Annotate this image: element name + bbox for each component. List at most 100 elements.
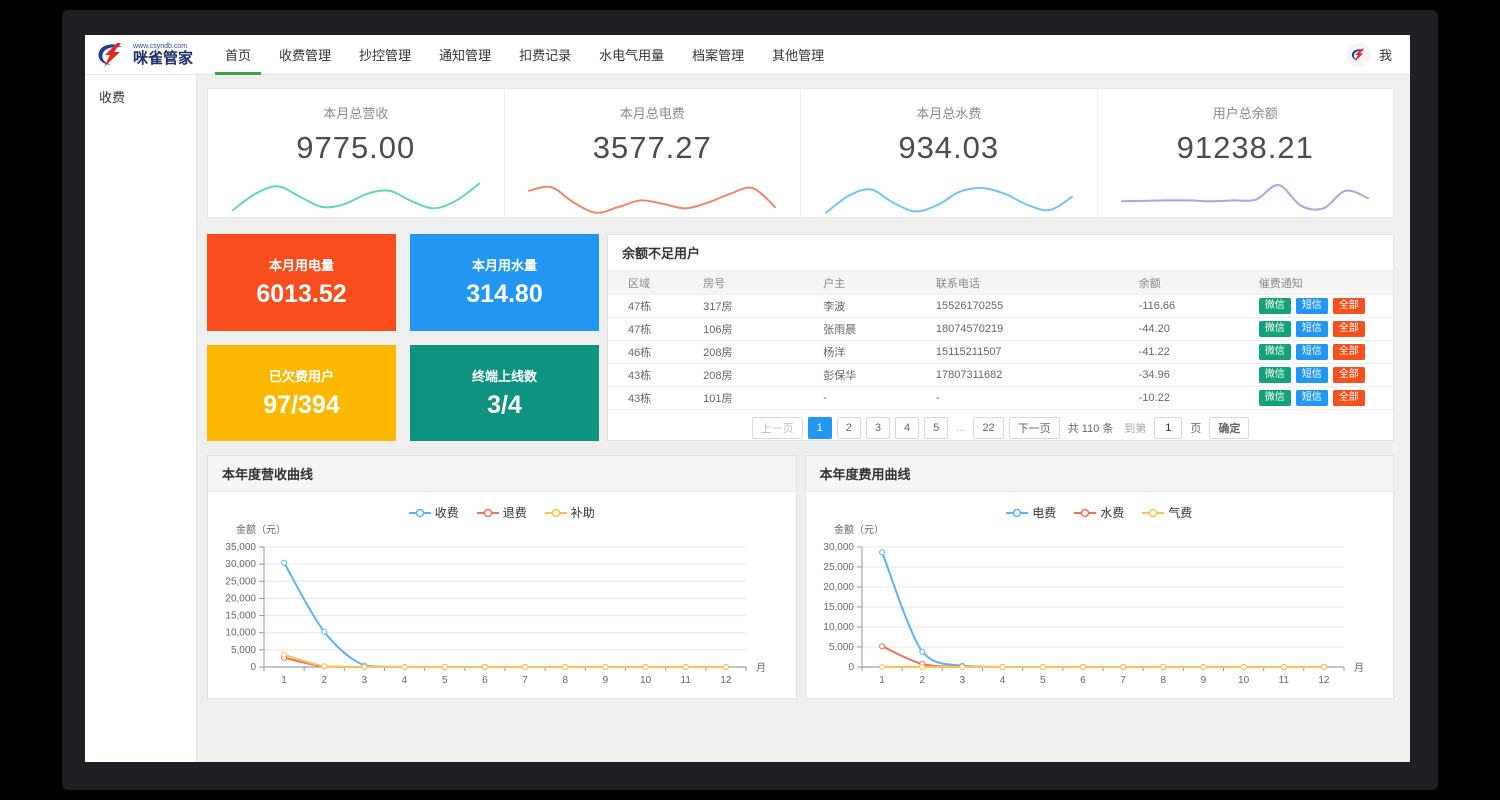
svg-text:9: 9	[1200, 675, 1206, 686]
cell-actions: 微信 短信 全部	[1258, 390, 1379, 406]
tile-label: 本月用电量	[268, 258, 334, 274]
svg-text:5,000: 5,000	[231, 645, 256, 656]
stat-label: 本月总电费	[619, 106, 685, 121]
legend-marker-icon	[544, 508, 567, 517]
cell-actions: 微信 短信 全部	[1258, 367, 1379, 383]
nav-item-7[interactable]: 其他管理	[772, 48, 825, 63]
legend-item-收费[interactable]: 收费	[408, 504, 459, 521]
revenue-chart-legend: 收费 退费 补助	[208, 492, 796, 521]
header-right: 我	[1346, 42, 1392, 67]
legend-item-补助[interactable]: 补助	[544, 504, 595, 521]
page-button-3[interactable]: 3	[865, 417, 891, 439]
cell-owner: -	[823, 392, 827, 404]
stat-label: 用户总余额	[1212, 106, 1278, 121]
sms-notify-button[interactable]: 短信	[1295, 390, 1328, 406]
confirm-button[interactable]: 确定	[1209, 417, 1250, 439]
nav-item-3[interactable]: 通知管理	[439, 48, 492, 63]
goto-label: 到第	[1124, 423, 1147, 435]
svg-text:8: 8	[1160, 675, 1166, 686]
cell-area: 47栋	[628, 324, 652, 336]
svg-text:15,000: 15,000	[225, 611, 256, 622]
table-header-row: 区域 房号 户主 联系电话 余额 催费通知	[608, 271, 1393, 295]
svg-text:10,000: 10,000	[823, 622, 854, 633]
svg-text:3: 3	[362, 675, 368, 686]
legend-marker-icon	[1006, 508, 1029, 517]
tile-0[interactable]: 本月用电量 6013.52	[207, 234, 396, 331]
svg-text:3: 3	[959, 675, 965, 686]
sms-notify-button[interactable]: 短信	[1295, 367, 1328, 383]
table-row: 46栋 208房 杨洋 15115211507 -41.22 微信 短信 全部	[608, 341, 1393, 364]
user-avatar[interactable]	[1346, 42, 1371, 67]
sms-notify-button[interactable]: 短信	[1295, 321, 1328, 337]
legend-item-水费[interactable]: 水费	[1074, 504, 1124, 521]
sidebar-item-shoufei[interactable]: 收费	[99, 90, 126, 105]
brand-logo-icon	[98, 42, 122, 67]
tile-2[interactable]: 已欠费用户 97/394	[207, 344, 396, 441]
svg-text:30,000: 30,000	[823, 542, 854, 553]
legend-item-退费[interactable]: 退费	[476, 504, 527, 521]
svg-text:2: 2	[919, 675, 925, 686]
wechat-notify-button[interactable]: 微信	[1258, 344, 1291, 360]
cell-room: 208房	[703, 370, 733, 382]
svg-text:20,000: 20,000	[823, 582, 854, 593]
app-logo[interactable]: www.csyndb.com 咪雀管家	[95, 42, 203, 68]
low-balance-table: 区域 房号 户主 联系电话 余额 催费通知 47栋 317房 李波 15526170255 -116…	[608, 271, 1393, 410]
low-balance-table-card: 余额不足用户 区域 房号 户主 联系电话 余额 催费通知 47栋 317房 李波 15526170…	[607, 234, 1394, 441]
tile-label: 已欠费用户	[268, 368, 334, 384]
cell-owner: 杨洋	[823, 347, 846, 359]
main-nav: 首页 收费管理 抄控管理 通知管理 扣费记录 水电气用量 档案管理 其他管理	[211, 35, 838, 75]
svg-text:金额（元）: 金额（元）	[834, 523, 884, 536]
column-header: 区域	[628, 277, 650, 290]
nav-item-0[interactable]: 首页	[211, 35, 265, 75]
cell-area: 43栋	[628, 393, 652, 405]
page-button-1[interactable]: 1	[807, 417, 832, 439]
legend-item-气费[interactable]: 气费	[1142, 504, 1192, 521]
nav-item-2[interactable]: 抄控管理	[359, 48, 412, 63]
all-notify-button[interactable]: 全部	[1332, 390, 1365, 406]
all-notify-button[interactable]: 全部	[1332, 321, 1365, 337]
nav-item-5[interactable]: 水电气用量	[599, 48, 665, 63]
goto-page-input[interactable]	[1154, 417, 1183, 439]
cost-chart-title: 本年度费用曲线	[805, 456, 1393, 492]
stat-label: 本月总水费	[916, 106, 982, 121]
prev-page-button[interactable]: 上一页	[751, 417, 803, 439]
legend-item-电费[interactable]: 电费	[1006, 504, 1056, 521]
all-notify-button[interactable]: 全部	[1332, 367, 1365, 383]
wechat-notify-button[interactable]: 微信	[1258, 321, 1291, 337]
metric-tiles: 本月用电量 6013.52 本月用水量 314.80 已欠费用户 97/394 终端上线数 3…	[207, 234, 599, 441]
page-button-4[interactable]: 4	[895, 417, 920, 439]
legend-label: 收费	[434, 506, 459, 520]
user-menu[interactable]: 我	[1378, 48, 1392, 63]
legend-label: 电费	[1032, 506, 1057, 520]
wechat-notify-button[interactable]: 微信	[1258, 367, 1291, 383]
all-notify-button[interactable]: 全部	[1332, 344, 1365, 360]
page-unit-label: 页	[1190, 423, 1202, 435]
page-button-22[interactable]: 22	[973, 417, 1004, 439]
svg-text:5: 5	[442, 675, 448, 686]
tile-3[interactable]: 终端上线数 3/4	[410, 344, 599, 441]
page-button-2[interactable]: 2	[836, 417, 861, 439]
wechat-notify-button[interactable]: 微信	[1258, 298, 1291, 314]
next-page-button[interactable]: 下一页	[1008, 417, 1060, 439]
cell-actions: 微信 短信 全部	[1258, 298, 1379, 314]
cell-owner: 彭保华	[823, 370, 857, 382]
legend-marker-icon	[408, 508, 431, 517]
tile-1[interactable]: 本月用水量 314.80	[410, 234, 599, 331]
sms-notify-button[interactable]: 短信	[1295, 344, 1328, 360]
page-button-5[interactable]: 5	[924, 417, 949, 439]
table-row: 47栋 106房 张雨晨 18074570219 -44.20 微信 短信 全部	[608, 318, 1393, 341]
cell-area: 46栋	[628, 347, 652, 359]
tile-value: 6013.52	[256, 280, 347, 309]
column-header: 余额	[1138, 277, 1161, 290]
revenue-line-chart[interactable]: 0 5,000 10,000 15,000 20,000 25,000 30,000 35,0…	[208, 521, 774, 693]
sms-notify-button[interactable]: 短信	[1295, 298, 1328, 314]
nav-item-4[interactable]: 扣费记录	[519, 48, 572, 63]
tile-label: 本月用水量	[471, 258, 537, 274]
all-notify-button[interactable]: 全部	[1332, 298, 1365, 314]
svg-text:35,000: 35,000	[225, 542, 256, 553]
svg-text:12: 12	[1318, 675, 1330, 686]
wechat-notify-button[interactable]: 微信	[1258, 390, 1291, 406]
nav-item-1[interactable]: 收费管理	[279, 48, 332, 63]
nav-item-6[interactable]: 档案管理	[692, 48, 745, 63]
